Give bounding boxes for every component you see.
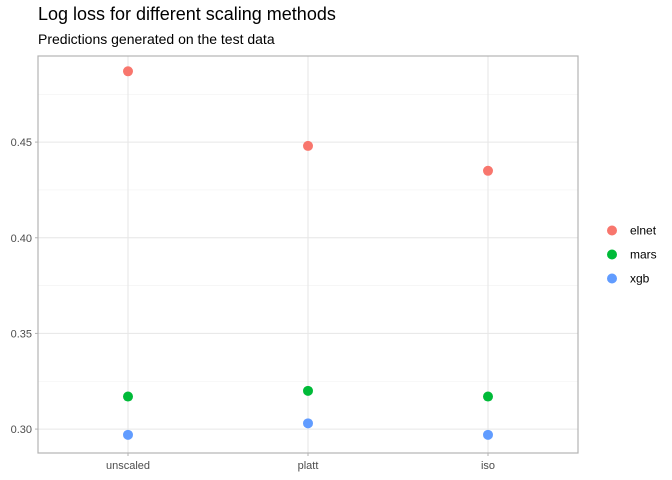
x-tick-label: platt bbox=[298, 460, 319, 472]
y-tick-label: 0.35 bbox=[11, 328, 32, 340]
legend-label-xgb: xgb bbox=[630, 272, 650, 286]
data-point-xgb bbox=[483, 429, 493, 440]
y-axis: 0.30 0.35 0.40 0.45 bbox=[11, 137, 38, 436]
data-point-mars bbox=[483, 391, 493, 402]
legend-label-elnet: elnet bbox=[630, 224, 657, 238]
data-points bbox=[123, 66, 493, 440]
x-tick-label: unscaled bbox=[106, 460, 150, 472]
data-point-elnet bbox=[303, 140, 313, 151]
y-tick-label: 0.30 bbox=[11, 424, 32, 436]
y-tick-label: 0.40 bbox=[11, 233, 32, 245]
x-tick-label: iso bbox=[481, 460, 495, 472]
legend-key-xgb bbox=[607, 273, 617, 284]
legend-label-mars: mars bbox=[630, 248, 657, 262]
data-point-xgb bbox=[123, 429, 133, 440]
data-point-mars bbox=[123, 391, 133, 402]
data-point-elnet bbox=[123, 66, 133, 77]
chart-title: Log loss for different scaling methods bbox=[38, 4, 336, 24]
data-point-mars bbox=[303, 385, 313, 396]
chart-subtitle: Predictions generated on the test data bbox=[38, 31, 275, 47]
legend-key-mars bbox=[607, 249, 617, 260]
legend-key-elnet bbox=[607, 225, 617, 236]
x-axis: unscaled platt iso bbox=[106, 453, 495, 472]
data-point-xgb bbox=[303, 418, 313, 429]
data-point-elnet bbox=[483, 165, 493, 176]
legend: elnet mars xgb bbox=[607, 224, 657, 286]
y-tick-label: 0.45 bbox=[11, 137, 32, 149]
